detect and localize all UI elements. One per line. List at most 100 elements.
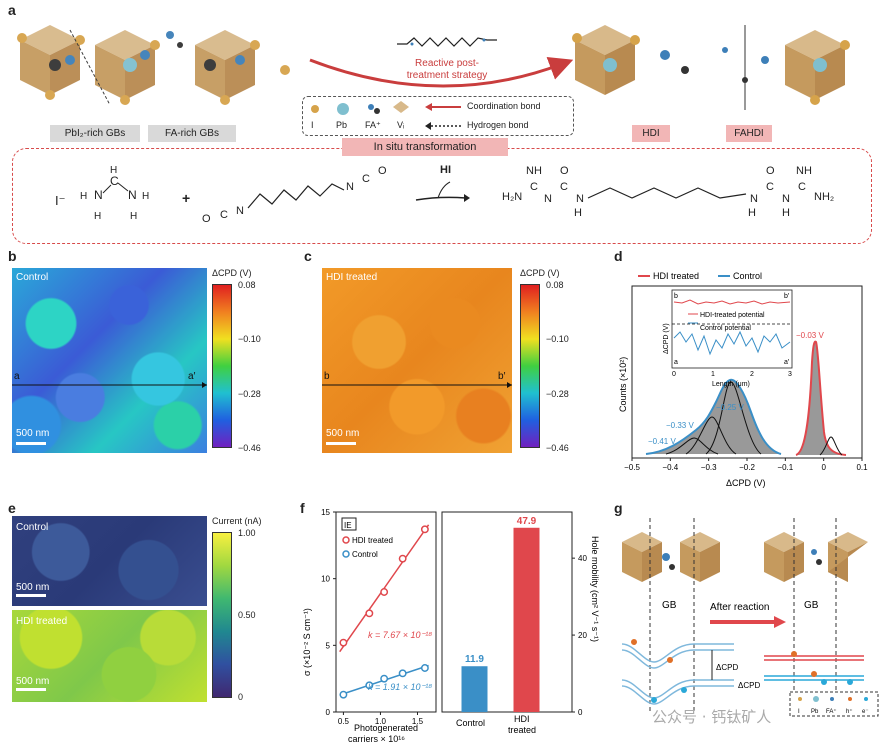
colorbar-b-tick-1: −0.10 bbox=[238, 334, 261, 344]
tag-pbi2-gbs: PbI₂-rich GBs bbox=[50, 125, 140, 142]
scale-text-e1: 500 nm bbox=[16, 582, 50, 593]
bar-ytick-label: 20 bbox=[578, 631, 587, 640]
tag-hdi: HDI bbox=[632, 125, 670, 142]
panel-a-label: a bbox=[8, 2, 16, 18]
colorbar-e-tick-2: 0 bbox=[238, 692, 244, 702]
bar-value-label: 11.9 bbox=[465, 654, 484, 665]
svg-text:H: H bbox=[110, 165, 117, 176]
control-fit-3 bbox=[705, 381, 762, 455]
hi-reagent: HI bbox=[440, 164, 451, 176]
colorbar-e-tick-1: 0.50 bbox=[238, 610, 256, 620]
bar-label-hdi: HDI bbox=[514, 714, 530, 724]
inset-xtick-2: 2 bbox=[750, 371, 754, 378]
inset-label-b: b bbox=[674, 293, 678, 300]
f-ylabel2: Hole mobility (cm² V⁻¹ s⁻¹) bbox=[590, 536, 600, 642]
panel-c-label: c bbox=[304, 248, 312, 264]
mechanism-diagram: GB GB After reaction ΔCPD ΔCPD I Pb FA⁺ … bbox=[621, 518, 879, 717]
f-ytick-label: 15 bbox=[321, 508, 330, 517]
f-scatter-group: 0 5 10 15 0.5 1.0 1.5 bbox=[321, 508, 430, 726]
bar-value-label: 47.9 bbox=[517, 516, 537, 527]
svg-text:NH₂: NH₂ bbox=[814, 191, 834, 203]
colorbar-c bbox=[520, 284, 540, 448]
bar-1 bbox=[513, 527, 540, 712]
bar-label-control: Control bbox=[456, 718, 485, 728]
cpd-histogram: HDI treated Control −0.41 V −0.33 V −0.2… bbox=[618, 271, 868, 488]
control-fit-1 bbox=[665, 437, 719, 455]
ie-icon bbox=[341, 517, 357, 531]
f-ytick-label: 5 bbox=[326, 641, 331, 650]
annotation-033: −0.33 V bbox=[666, 421, 694, 430]
colorbar-e bbox=[212, 532, 232, 698]
inset-label-a: a bbox=[674, 359, 678, 366]
d-xtick-label: 0 bbox=[821, 463, 826, 472]
scatter-point bbox=[420, 664, 429, 672]
colorbar-b-tick-3: −0.46 bbox=[238, 443, 261, 453]
in-situ-transformation: In situ transformation bbox=[342, 138, 508, 156]
f-ytick-label: 10 bbox=[321, 575, 330, 584]
scatter-point bbox=[380, 588, 389, 596]
svg-text:H: H bbox=[80, 191, 87, 202]
reactive-text: Reactive post- treatment strategy bbox=[392, 58, 502, 82]
line-b-end: b′ bbox=[498, 371, 506, 382]
scale-bar-b bbox=[16, 442, 46, 445]
panel-d-label: d bbox=[614, 248, 623, 264]
kpfm-map-hdi bbox=[322, 268, 512, 453]
hdi-molecule-small bbox=[397, 37, 497, 47]
svg-text:NH: NH bbox=[796, 165, 812, 177]
inset-ylabel: ΔCPD (V) bbox=[663, 323, 670, 354]
bar-ytick-label: 0 bbox=[578, 708, 583, 717]
f-xtick-label: 0.5 bbox=[338, 717, 350, 726]
g-legend-e: e⁻ bbox=[862, 709, 869, 715]
panel-f-label: f bbox=[300, 500, 305, 516]
reactive-arrow bbox=[309, 56, 574, 88]
svg-text:O: O bbox=[378, 165, 387, 177]
svg-text:N: N bbox=[128, 188, 137, 202]
inset-legend-control: Control potential bbox=[700, 325, 751, 332]
inset-xlabel: Length (μm) bbox=[712, 381, 750, 388]
svg-text:H₂N: H₂N bbox=[502, 191, 522, 203]
current-map-hdi bbox=[12, 610, 207, 702]
svg-text:O: O bbox=[560, 165, 569, 177]
scale-bar-e2 bbox=[16, 688, 46, 691]
svg-text:N: N bbox=[750, 193, 758, 205]
f-xtick-label: 1.5 bbox=[412, 717, 424, 726]
inset-xtick-0: 0 bbox=[672, 371, 676, 378]
colorbar-e-title: Current (nA) bbox=[212, 516, 262, 526]
reactive-text-line1: Reactive post- bbox=[415, 58, 479, 69]
scatter-point bbox=[365, 681, 374, 690]
f-legend-hdi: HDI treated bbox=[352, 536, 393, 545]
svg-text:O: O bbox=[202, 213, 211, 225]
hdi-title: HDI treated bbox=[326, 272, 378, 283]
control-title: Control bbox=[16, 272, 49, 283]
svg-text:N: N bbox=[576, 193, 584, 205]
d-xlabel: ΔCPD (V) bbox=[726, 478, 766, 488]
f-ytick-label: 0 bbox=[326, 708, 331, 717]
svg-text:H: H bbox=[94, 211, 101, 222]
inset-control-line bbox=[673, 330, 791, 356]
colorbar-b bbox=[212, 284, 232, 448]
svg-text:NH: NH bbox=[526, 165, 542, 177]
colorbar-b-tick-2: −0.28 bbox=[238, 389, 261, 399]
plus-sign: + bbox=[182, 190, 191, 206]
svg-text:C: C bbox=[220, 209, 228, 221]
scatter-point bbox=[398, 554, 407, 563]
gb-left: GB bbox=[662, 600, 677, 611]
panel-g-label: g bbox=[614, 500, 623, 516]
svg-text:H: H bbox=[782, 207, 790, 219]
svg-text:H: H bbox=[574, 207, 582, 219]
after-arrow bbox=[710, 616, 786, 628]
colorbar-b-title: ΔCPD (V) bbox=[212, 268, 252, 278]
scatter-point bbox=[398, 669, 407, 678]
svg-text:C: C bbox=[766, 181, 774, 193]
current-control-title: Control bbox=[16, 522, 49, 533]
svg-text:N: N bbox=[782, 193, 790, 205]
scatter-point bbox=[420, 525, 429, 534]
svg-text:O: O bbox=[766, 165, 775, 177]
scale-text-e2: 500 nm bbox=[16, 676, 50, 687]
annotation-025: −0.25 V bbox=[716, 403, 744, 412]
colorbar-c-tick-3: −0.46 bbox=[546, 443, 569, 453]
tag-fa-gbs: FA-rich GBs bbox=[148, 125, 236, 142]
g-legend-fa: FA⁺ bbox=[826, 708, 837, 715]
colorbar-c-title: ΔCPD (V) bbox=[520, 268, 560, 278]
